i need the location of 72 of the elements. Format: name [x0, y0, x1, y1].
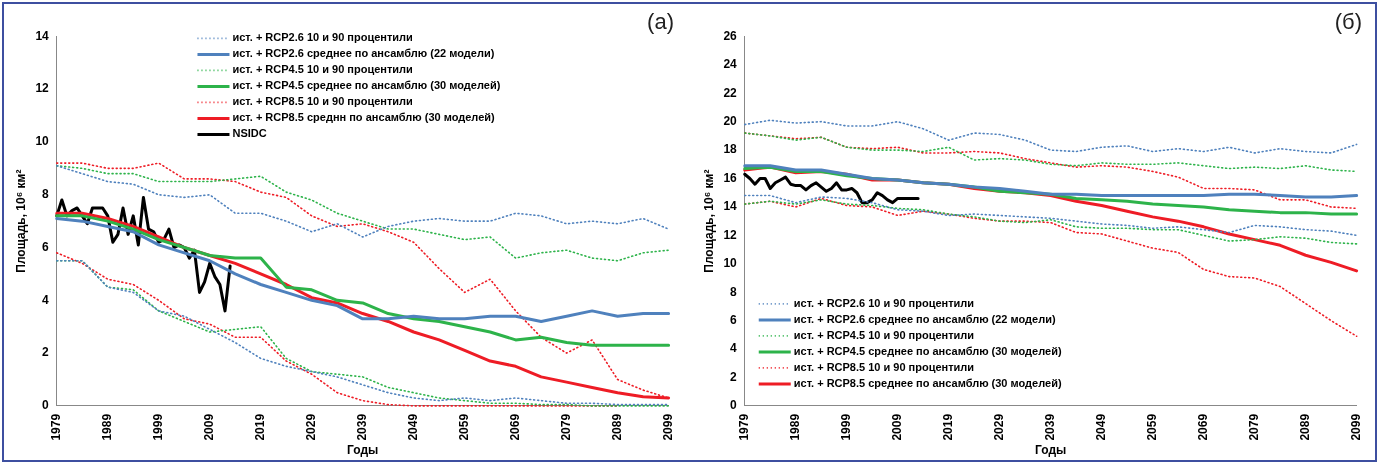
x-tick-label: 2019	[941, 413, 956, 441]
legend-label: ист. + RCP4.5 10 и 90 процентили	[793, 328, 975, 341]
legend-label: ист. + RCP8.5 среднн по ансамблю (30 моделей)	[232, 111, 496, 124]
legend-label: ист. + RCP4.5 среднее по ансамблю (30 моделей)	[232, 79, 501, 92]
x-tick-label: 1999	[151, 413, 166, 441]
y-axis-title: Площадь, 10⁶ км²	[13, 169, 28, 273]
y-axis-title: Площадь, 10⁶ км²	[701, 169, 716, 273]
x-tick-label: 2059	[456, 413, 471, 441]
y-tick-label: 10	[723, 256, 738, 271]
chart-title: (a)	[647, 9, 674, 35]
y-tick-label: 14	[723, 199, 738, 214]
line-series	[743, 199, 1358, 245]
legend-label: ист. + RCP4.5 среднее по ансамблю (30 моделей)	[793, 344, 1062, 357]
legend-label: ист. + RCP2.6 10 и 90 процентили	[793, 296, 975, 309]
x-tick-label: 2079	[1246, 413, 1261, 441]
y-tick-label: 16	[723, 170, 738, 185]
y-tick-label: 20	[723, 113, 738, 128]
y-tick-label: 0	[42, 398, 50, 413]
x-tick-label: 2039	[354, 413, 369, 441]
x-tick-label: 2029	[304, 413, 318, 441]
x-tick-label: 2009	[890, 413, 905, 441]
x-tick-label: 2049	[405, 413, 420, 441]
y-tick-label: 0	[730, 398, 738, 413]
x-tick-label: 1979	[49, 413, 64, 441]
x-tick-label: 1999	[839, 413, 854, 441]
y-tick-label: 6	[42, 239, 50, 254]
x-tick-label: 2089	[609, 413, 624, 441]
chart-title: (б)	[1334, 9, 1362, 35]
x-axis-title: Годы	[347, 443, 379, 458]
y-tick-label: 8	[42, 187, 50, 202]
y-tick-label: 18	[723, 142, 738, 157]
x-axis-title: Годы	[1035, 443, 1067, 458]
x-tick-label: 1989	[788, 413, 803, 441]
legend-label: ист. + RCP8.5 10 и 90 процентили	[793, 360, 975, 373]
y-tick-label: 8	[730, 284, 738, 299]
line-series	[743, 132, 1358, 173]
x-tick-label: 2039	[1042, 413, 1057, 441]
x-tick-label: 1979	[737, 413, 752, 441]
legend-label: ист. + RCP2.6 среднее по ансамблю (22 модели)	[232, 47, 495, 60]
x-tick-label: 2079	[558, 413, 573, 441]
x-tick-label: 2069	[1195, 413, 1210, 441]
line-series	[743, 119, 1358, 154]
x-tick-label: 2099	[660, 413, 675, 441]
y-tick-label: 14	[35, 28, 50, 43]
y-tick-label: 24	[723, 57, 738, 72]
legend-label: ист. + RCP2.6 10 и 90 процентили	[232, 31, 413, 44]
x-tick-label: 1989	[100, 413, 115, 441]
legend-label: ист. + RCP4.5 10 и 90 процентили	[232, 63, 413, 76]
line-series	[55, 164, 670, 238]
legend-label: NSIDC	[232, 127, 267, 140]
y-tick-label: 12	[723, 227, 738, 242]
y-tick-label: 4	[730, 341, 738, 356]
x-tick-label: 2069	[507, 413, 522, 441]
y-tick-label: 2	[42, 345, 50, 360]
x-tick-label: 2009	[202, 413, 217, 441]
legend-label: ист. + RCP2.6 среднее по ансамблю (22 модели)	[793, 312, 1056, 325]
x-tick-label: 2099	[1348, 413, 1363, 441]
y-tick-label: 26	[723, 28, 738, 43]
legend-label: ист. + RCP8.5 среднее по ансамблю (30 моделей)	[793, 376, 1062, 389]
x-tick-label: 2049	[1093, 413, 1108, 441]
y-tick-label: 4	[42, 292, 50, 307]
x-tick-label: 2089	[1297, 413, 1312, 441]
y-tick-label: 10	[35, 134, 50, 149]
y-tick-label: 22	[723, 85, 738, 100]
x-tick-label: 2019	[253, 413, 268, 441]
line-series	[743, 194, 1358, 237]
y-tick-label: 6	[730, 312, 738, 327]
x-tick-label: 2029	[992, 413, 1006, 441]
y-tick-label: 2	[730, 369, 738, 384]
x-tick-label: 2059	[1144, 413, 1159, 441]
y-tick-label: 12	[35, 81, 50, 96]
legend-label: ист. + RCP8.5 10 и 90 процентили	[232, 95, 413, 108]
